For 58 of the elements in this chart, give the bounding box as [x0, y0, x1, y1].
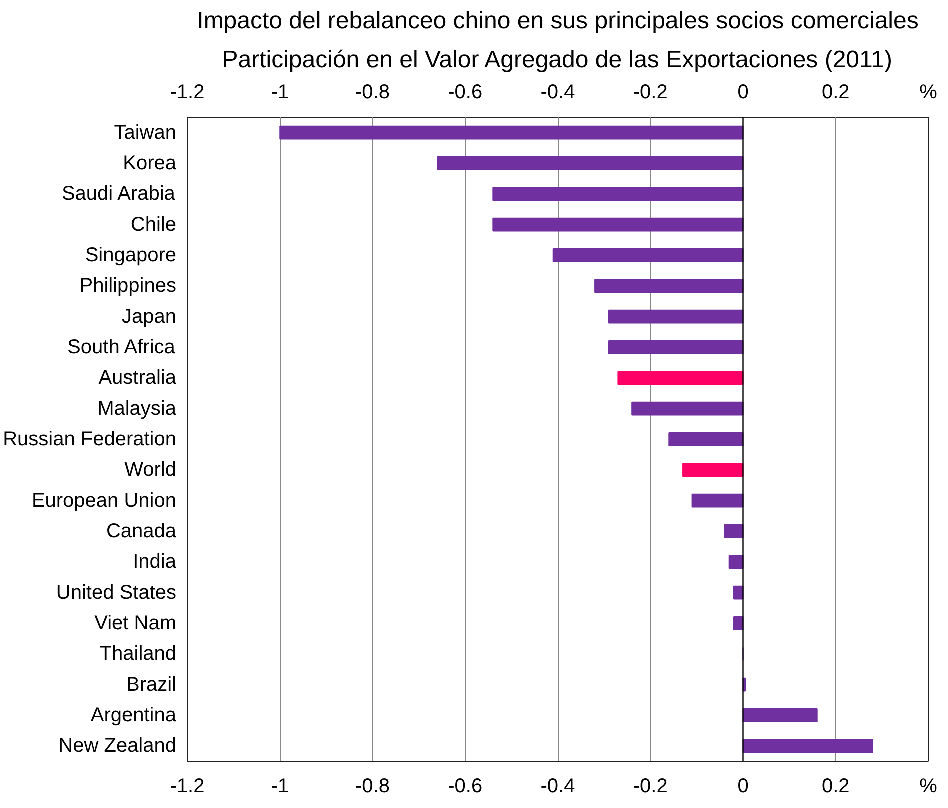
x2-tick-label: 0.2 [822, 776, 850, 798]
y-tick-label: Brazil [126, 674, 177, 696]
chart-title: Impacto del rebalanceo chino en sus principales socios comerciales [197, 8, 919, 34]
y-tick-label: New Zealand [58, 735, 176, 758]
y-tick-label: Australia [98, 367, 178, 390]
x-tick-label: -1 [271, 82, 290, 104]
x-tick-label: -0.4 [540, 82, 576, 104]
y-tick-label: South Africa [68, 336, 176, 358]
x2-tick-label: % [920, 776, 938, 798]
x-tick-label: % [920, 82, 938, 104]
bar [437, 156, 744, 170]
bar [682, 463, 744, 478]
x-tick-label: -0.6 [448, 82, 483, 104]
x-tick-label: 0.2 [822, 82, 850, 104]
bar [742, 708, 818, 722]
x2-tick-label: -0.6 [448, 776, 483, 798]
bar [280, 126, 744, 140]
x2-tick-label: 0 [738, 776, 749, 798]
bar [742, 739, 874, 754]
bar [724, 524, 744, 538]
y-tick-label: European Union [32, 490, 177, 512]
y-tick-label: Taiwan [114, 122, 177, 144]
y-tick-label: World [124, 459, 177, 482]
bar [618, 371, 744, 386]
bar [608, 340, 744, 354]
y-tick-label: India [133, 551, 178, 574]
bar [608, 310, 744, 324]
y-tick-label: Korea [123, 152, 178, 174]
y-tick-label: Singapore [85, 244, 177, 266]
x-tick-label: 0 [738, 82, 749, 104]
x2-tick-label: -0.2 [633, 776, 668, 798]
y-tick-label: United States [56, 582, 177, 604]
y-tick-label: Chile [130, 214, 176, 236]
y-tick-label: Viet Nam [94, 612, 177, 634]
x-tick-label: -0.8 [356, 82, 390, 104]
bar [594, 279, 744, 294]
y-tick-label: Saudi Arabia [62, 183, 176, 206]
bar [492, 187, 744, 202]
bar [632, 402, 744, 416]
y-tick-label: Malaysia [98, 398, 178, 420]
y-tick-label: Argentina [90, 704, 178, 726]
x2-tick-label: -1 [271, 776, 290, 798]
y-tick-label: Canada [106, 520, 178, 542]
bar [728, 555, 744, 570]
x2-tick-label: -0.4 [540, 776, 576, 798]
y-tick-label: Japan [122, 306, 177, 328]
bar [692, 494, 744, 508]
bar [552, 248, 744, 262]
x2-tick-label: -0.8 [356, 776, 390, 798]
x-tick-label: -1.2 [170, 82, 205, 104]
y-tick-label: Russian Federation [3, 428, 177, 450]
x-tick-label: -0.2 [633, 82, 668, 104]
x2-tick-label: -1.2 [170, 776, 205, 798]
y-tick-label: Thailand [100, 643, 176, 666]
bar [668, 432, 744, 446]
chart-subtitle: Participación en el Valor Agregado de las Exportaciones (2011) [222, 46, 892, 74]
y-tick-label: Philippines [80, 275, 177, 298]
bar [492, 218, 744, 232]
